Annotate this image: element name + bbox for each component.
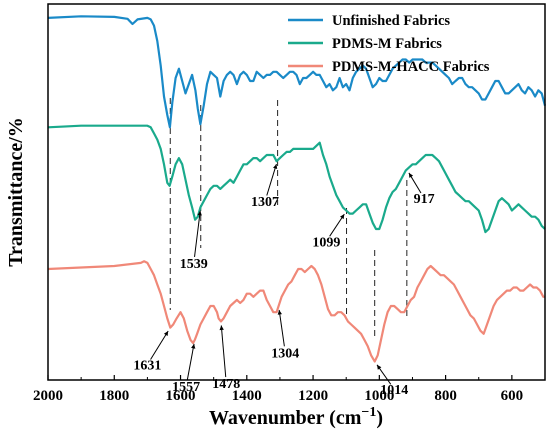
x-axis-title-word: Wavenumber (209, 407, 325, 429)
x-tick-label-2000: 2000 (33, 388, 63, 404)
annotation-arrowhead-1014 (376, 364, 382, 370)
legend-label-1: Unfinished Fabrics (332, 13, 450, 29)
annotation-label-1478: 1478 (212, 377, 240, 392)
annotation-label-1099: 1099 (312, 235, 340, 250)
reference-dashed-lines (169, 98, 408, 340)
annotation-arrow-1539 (194, 210, 201, 257)
annotation-arrowhead-1539 (197, 210, 202, 216)
peak-annotations: 1539 1307 1099 917 1631 1557 1478 1304 1014 (133, 163, 435, 398)
x-axis-title-unit: (cm (329, 407, 362, 429)
series-line-3 (47, 260, 545, 363)
x-tick-label-600: 600 (501, 388, 524, 404)
y-axis-title: Transmittance/% (5, 117, 27, 267)
x-tick-label-1400: 1400 (232, 388, 262, 404)
x-tick-label-800: 800 (434, 388, 457, 404)
x-axis-title-close: ) (376, 407, 383, 429)
annotation-label-1557: 1557 (172, 380, 200, 395)
legend-label-2: PDMS-M Fabrics (332, 36, 442, 52)
annotation-arrow-1304 (278, 309, 285, 347)
annotation-arrowhead-1099 (340, 214, 345, 220)
annotation-label-1304: 1304 (271, 346, 299, 361)
annotation-arrowhead-1478 (219, 325, 224, 331)
plot-frame (47, 3, 546, 381)
x-tick-label-1200: 1200 (298, 388, 328, 404)
series-line-1 (47, 15, 547, 129)
annotation-label-917: 917 (414, 192, 435, 207)
annotation-arrowhead-1304 (277, 309, 282, 315)
legend: Unfinished Fabrics PDMS-M Fabrics PDMS-M-H… (288, 13, 490, 75)
x-tick-label-1000: 1000 (364, 388, 394, 404)
x-axis-ticks: 2000 1800 1600 1400 1200 1000 800 600 (33, 375, 523, 404)
series-line-2 (47, 124, 546, 234)
annotation-arrow-1631 (150, 330, 169, 360)
annotation-label-1014: 1014 (380, 383, 408, 398)
annotation-label-1539: 1539 (180, 257, 208, 272)
annotation-arrow-1557 (186, 343, 195, 381)
legend-label-3: PDMS-M-HACC Fabrics (332, 59, 490, 75)
annotation-arrowhead-1557 (191, 343, 196, 349)
annotation-arrow-1307 (266, 163, 277, 196)
x-axis-title: Wavenumber (cm−1) (209, 405, 383, 429)
annotation-arrowhead-1307 (273, 164, 278, 170)
annotation-label-1631: 1631 (133, 359, 161, 374)
annotation-arrowhead-917 (408, 172, 414, 178)
x-tick-label-1800: 1800 (99, 388, 129, 404)
x-tick-label-1600: 1600 (166, 388, 196, 404)
spectra-series (47, 15, 547, 363)
annotation-label-1307: 1307 (251, 195, 279, 210)
annotation-arrow-1478 (220, 325, 227, 378)
x-axis-title-exponent: −1 (361, 405, 376, 420)
annotation-arrowhead-1631 (163, 331, 169, 336)
